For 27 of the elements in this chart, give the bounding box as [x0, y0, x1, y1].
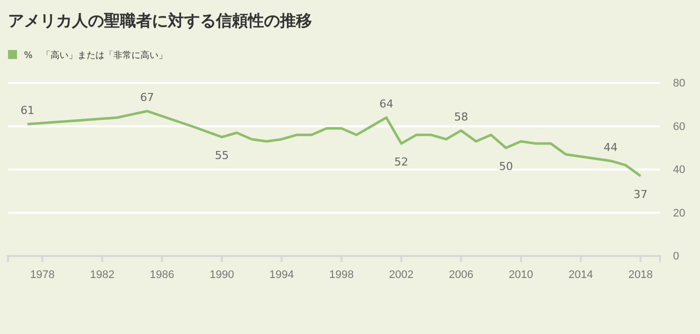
x-tick-label: 1982	[90, 268, 114, 281]
x-tick-label: 2002	[389, 268, 414, 281]
x-tick-label: 1978	[30, 268, 55, 281]
y-tick-label: 80	[673, 78, 686, 90]
annotation: 37	[634, 188, 648, 201]
annotation: 61	[20, 104, 34, 118]
y-tick-label: 40	[673, 164, 686, 176]
annotation: 50	[498, 160, 513, 173]
x-tick-label: 2006	[448, 268, 474, 281]
y-tick-label: 60	[673, 120, 686, 133]
x-tick-label: 1990	[210, 268, 234, 281]
annotation: 67	[140, 91, 154, 104]
x-tick-label: 2010	[508, 268, 534, 281]
annotation: 52	[394, 156, 408, 169]
annotation: 58	[454, 110, 468, 124]
x-tick-label: 2018	[628, 268, 653, 281]
y-tick-label: 0	[673, 250, 680, 263]
x-tick-label: 1986	[150, 268, 174, 281]
annotation: 44	[604, 140, 618, 154]
legend-label: % 「高い」または「非常に高い」	[24, 50, 168, 61]
x-tick-label: 1998	[329, 268, 354, 281]
annotation: 55	[214, 149, 229, 162]
x-tick-label: 2014	[568, 268, 593, 281]
annotation: 64	[379, 98, 394, 111]
y-tick-label: 20	[673, 207, 686, 220]
x-tick-label: 1994	[269, 268, 294, 281]
chart-title: アメリカ人の聖職者に対する信頼性の推移	[8, 11, 312, 30]
